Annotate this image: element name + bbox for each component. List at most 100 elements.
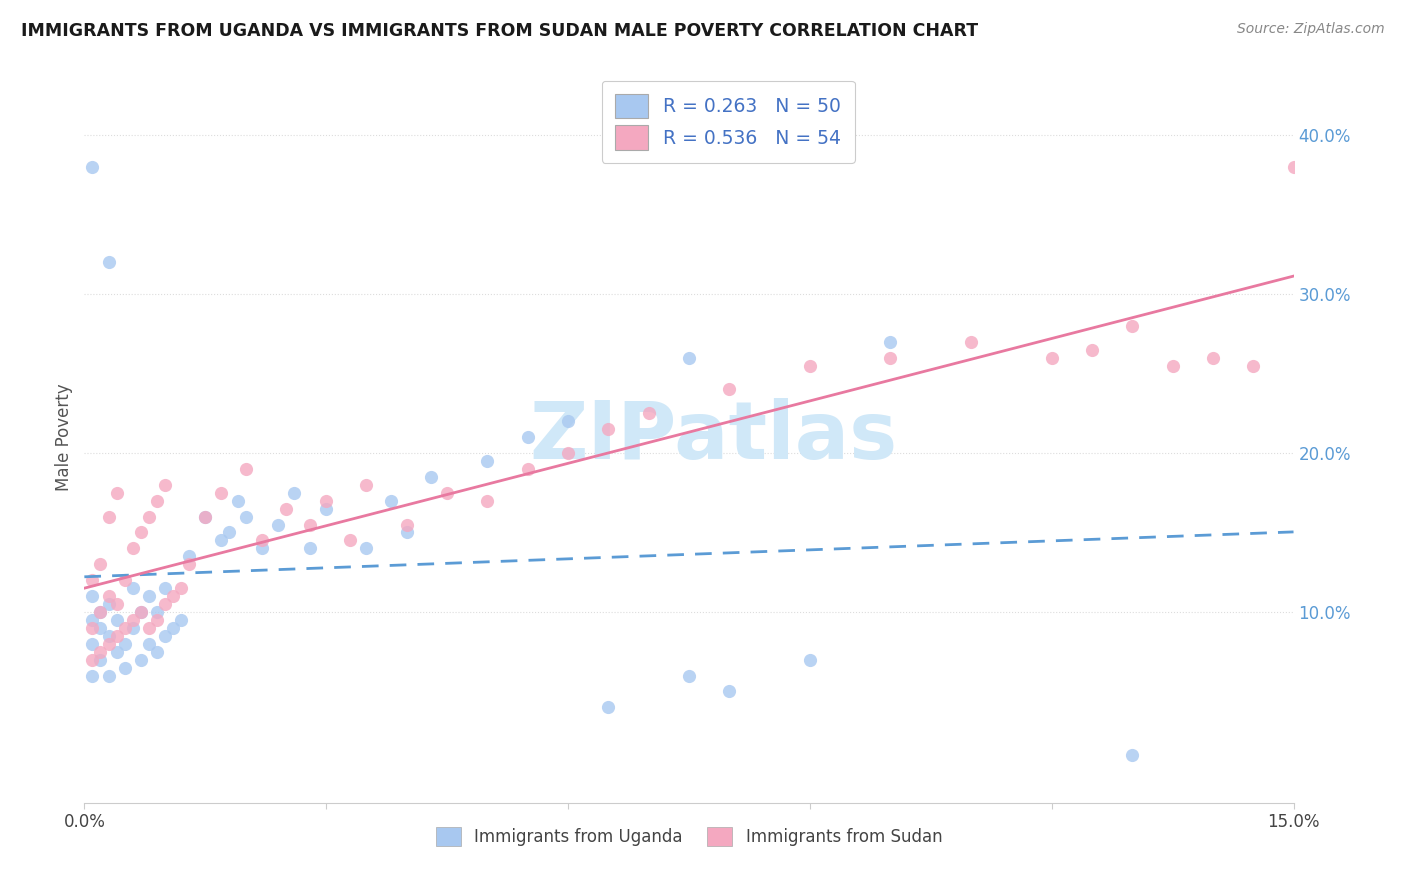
- Text: ZIPatlas: ZIPatlas: [529, 398, 897, 476]
- Point: [129, 605, 152, 619]
- Point: [516, 430, 538, 444]
- Point: [1121, 318, 1143, 333]
- Point: [179, 558, 201, 572]
- Point: [557, 414, 579, 428]
- Point: [114, 573, 136, 587]
- Point: [598, 700, 620, 714]
- Point: [97, 509, 120, 524]
- Point: [97, 629, 120, 643]
- Point: [1161, 359, 1184, 373]
- Point: [89, 605, 111, 619]
- Point: [82, 653, 104, 667]
- Point: [299, 541, 322, 556]
- Point: [82, 160, 104, 174]
- Point: [105, 485, 128, 500]
- Point: [420, 470, 443, 484]
- Point: [718, 383, 741, 397]
- Point: [799, 359, 821, 373]
- Point: [121, 621, 143, 635]
- Point: [138, 621, 160, 635]
- Point: [879, 334, 901, 349]
- Point: [380, 493, 402, 508]
- Point: [267, 517, 290, 532]
- Point: [89, 605, 111, 619]
- Point: [235, 462, 257, 476]
- Point: [146, 613, 169, 627]
- Legend: Immigrants from Uganda, Immigrants from Sudan: Immigrants from Uganda, Immigrants from …: [429, 821, 949, 853]
- Point: [218, 525, 240, 540]
- Point: [1040, 351, 1063, 365]
- Point: [89, 558, 111, 572]
- Point: [1121, 748, 1143, 763]
- Point: [315, 493, 337, 508]
- Point: [356, 477, 378, 491]
- Point: [97, 589, 120, 603]
- Point: [477, 454, 499, 468]
- Point: [114, 621, 136, 635]
- Point: [129, 605, 152, 619]
- Point: [153, 477, 176, 491]
- Y-axis label: Male Poverty: Male Poverty: [55, 384, 73, 491]
- Point: [170, 613, 193, 627]
- Point: [162, 589, 184, 603]
- Point: [105, 629, 128, 643]
- Point: [82, 573, 104, 587]
- Point: [356, 541, 378, 556]
- Point: [194, 509, 217, 524]
- Point: [209, 533, 232, 548]
- Point: [129, 525, 152, 540]
- Point: [138, 589, 160, 603]
- Text: Source: ZipAtlas.com: Source: ZipAtlas.com: [1237, 22, 1385, 37]
- Point: [146, 645, 169, 659]
- Point: [105, 645, 128, 659]
- Point: [97, 668, 120, 682]
- Point: [274, 501, 297, 516]
- Point: [879, 351, 901, 365]
- Point: [153, 629, 176, 643]
- Point: [153, 581, 176, 595]
- Point: [250, 533, 273, 548]
- Point: [960, 334, 983, 349]
- Point: [799, 653, 821, 667]
- Point: [395, 525, 418, 540]
- Point: [153, 597, 176, 611]
- Point: [121, 613, 143, 627]
- Point: [105, 613, 128, 627]
- Point: [82, 621, 104, 635]
- Point: [82, 613, 104, 627]
- Point: [194, 509, 217, 524]
- Point: [97, 637, 120, 651]
- Point: [718, 684, 741, 698]
- Point: [339, 533, 361, 548]
- Text: IMMIGRANTS FROM UGANDA VS IMMIGRANTS FROM SUDAN MALE POVERTY CORRELATION CHART: IMMIGRANTS FROM UGANDA VS IMMIGRANTS FRO…: [21, 22, 979, 40]
- Point: [121, 541, 143, 556]
- Point: [82, 637, 104, 651]
- Point: [283, 485, 305, 500]
- Point: [82, 668, 104, 682]
- Point: [516, 462, 538, 476]
- Point: [557, 446, 579, 460]
- Point: [250, 541, 273, 556]
- Point: [226, 493, 249, 508]
- Point: [89, 653, 111, 667]
- Point: [146, 493, 169, 508]
- Point: [105, 597, 128, 611]
- Point: [637, 406, 659, 420]
- Point: [89, 645, 111, 659]
- Point: [315, 501, 337, 516]
- Point: [678, 351, 700, 365]
- Point: [97, 597, 120, 611]
- Point: [97, 255, 120, 269]
- Point: [395, 517, 418, 532]
- Point: [1282, 160, 1305, 174]
- Point: [89, 621, 111, 635]
- Point: [209, 485, 232, 500]
- Point: [1081, 343, 1104, 357]
- Point: [129, 653, 152, 667]
- Point: [299, 517, 322, 532]
- Point: [1202, 351, 1225, 365]
- Point: [138, 637, 160, 651]
- Point: [146, 605, 169, 619]
- Point: [170, 581, 193, 595]
- Point: [138, 509, 160, 524]
